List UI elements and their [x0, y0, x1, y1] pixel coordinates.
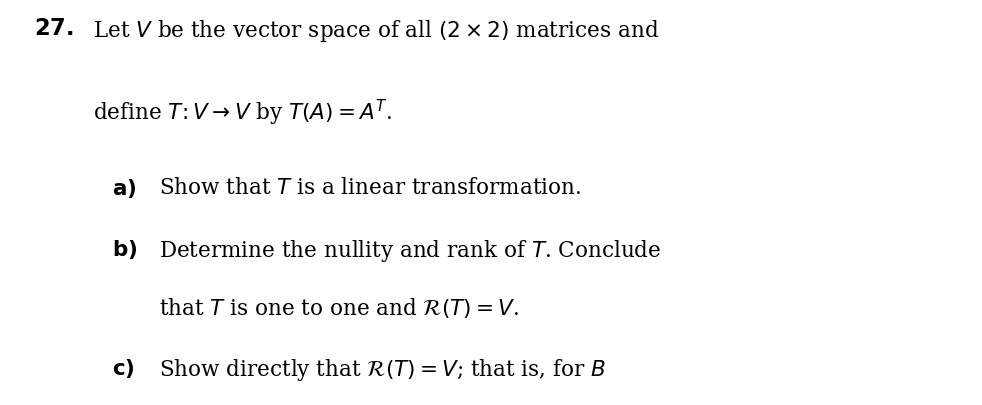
Text: $\mathbf{a)}$: $\mathbf{a)}$ — [112, 176, 136, 199]
Text: that $T$ is one to one and $\mathcal{R}(T) = V$.: that $T$ is one to one and $\mathcal{R}(… — [159, 296, 519, 320]
Text: $\mathbf{c)}$: $\mathbf{c)}$ — [112, 356, 135, 379]
Text: Let $V$ be the vector space of all $(2 \times 2)$ matrices and: Let $V$ be the vector space of all $(2 \… — [93, 18, 659, 44]
Text: Show directly that $\mathcal{R}(T) = V$; that is, for $B$: Show directly that $\mathcal{R}(T) = V$;… — [159, 356, 606, 382]
Text: Show that $T$ is a linear transformation.: Show that $T$ is a linear transformation… — [159, 176, 581, 198]
Text: define $T\!: V \rightarrow V$ by $T(A) = A^{T}$.: define $T\!: V \rightarrow V$ by $T(A) =… — [93, 97, 393, 127]
Text: Determine the nullity and rank of $T$. Conclude: Determine the nullity and rank of $T$. C… — [159, 237, 661, 263]
Text: $\mathbf{27.}$: $\mathbf{27.}$ — [34, 18, 74, 40]
Text: $\mathbf{b)}$: $\mathbf{b)}$ — [112, 237, 137, 260]
